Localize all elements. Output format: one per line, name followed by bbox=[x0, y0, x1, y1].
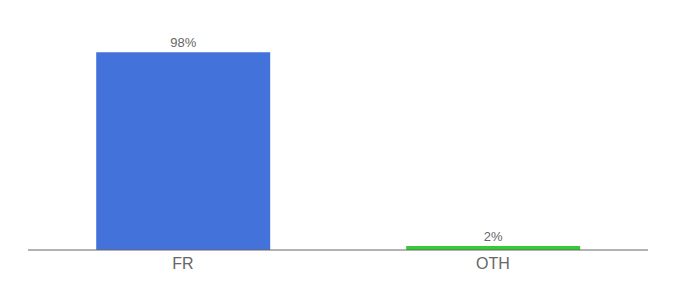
svg-text:OTH: OTH bbox=[476, 255, 510, 272]
svg-text:FR: FR bbox=[172, 255, 193, 272]
svg-text:2%: 2% bbox=[484, 229, 503, 244]
svg-text:98%: 98% bbox=[170, 35, 196, 50]
